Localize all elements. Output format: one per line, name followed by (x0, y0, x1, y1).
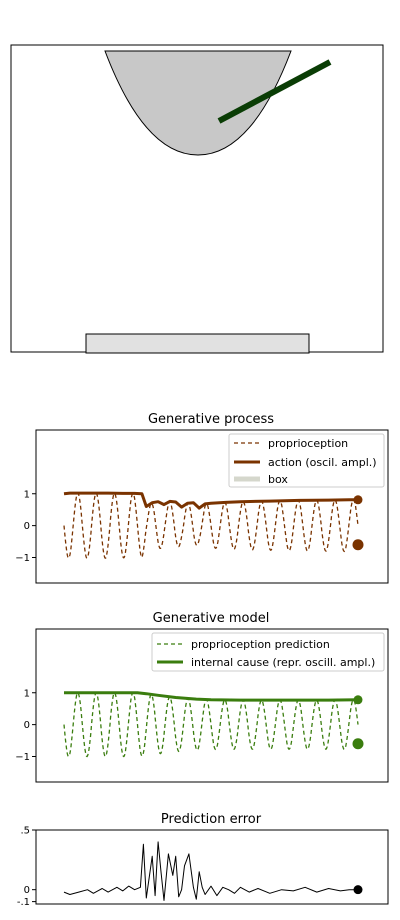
scene-panel (10, 44, 384, 354)
y-axis: 1 0 −1 (15, 489, 36, 564)
chart-title: Generative process (148, 412, 274, 427)
end-marker-oscillation (352, 539, 364, 551)
chart-title: Prediction error (161, 812, 262, 827)
y-tick-label: −1 (15, 553, 30, 564)
y-tick-label: -.1 (17, 897, 30, 908)
y-tick-label: 0 (24, 521, 30, 532)
plot-lines (63, 491, 364, 559)
legend-label: action (oscil. ampl.) (268, 456, 377, 469)
y-tick-label: .5 (20, 826, 30, 837)
legend: proprioception prediction internal cause… (151, 632, 385, 672)
generative-process-panel: Generative process 1 0 −1 proprioception a… (15, 412, 389, 584)
y-tick-label: 0 (24, 720, 30, 731)
legend: proprioception action (oscil. ampl.) box (228, 433, 385, 488)
y-tick-label: −1 (15, 752, 30, 763)
plot-frame (35, 429, 389, 584)
prediction-error-panel: Prediction error .5 0-.1 (17, 812, 389, 908)
legend-label: proprioception prediction (191, 638, 330, 651)
series-line-prediction-error (63, 841, 358, 901)
end-marker-amplitude (353, 695, 363, 705)
cup-shape (104, 50, 292, 156)
y-axis: 1 0 −1 (15, 688, 36, 763)
legend-label: proprioception (268, 437, 348, 450)
y-tick-label: 0 (24, 885, 30, 896)
plot-lines (63, 841, 363, 901)
chart-title: Generative model (153, 611, 270, 626)
generative-model-panel: Generative model 1 0 −1 proprioception pre… (15, 611, 389, 783)
y-axis: .5 0-.1 (17, 826, 36, 908)
base-box (85, 333, 310, 354)
series-line-internal-cause (64, 691, 359, 702)
end-marker-error (353, 885, 363, 895)
plot-frame (35, 829, 389, 905)
y-tick-label: 1 (24, 688, 30, 699)
legend-box (228, 433, 385, 488)
series-line-proprioception-prediction (63, 691, 359, 758)
plot-lines (63, 691, 364, 758)
legend-label: internal cause (repr. oscill. ampl.) (191, 656, 375, 669)
arm-segment (217, 59, 332, 124)
y-tick-label: 1 (24, 489, 30, 500)
legend-label: box (268, 473, 288, 486)
legend-box (151, 632, 385, 672)
series-line-action (63, 491, 358, 510)
series-line-proprioception (63, 492, 359, 559)
end-marker-oscillation (352, 738, 364, 750)
plot-frame (35, 628, 389, 783)
end-marker-amplitude (353, 495, 363, 505)
